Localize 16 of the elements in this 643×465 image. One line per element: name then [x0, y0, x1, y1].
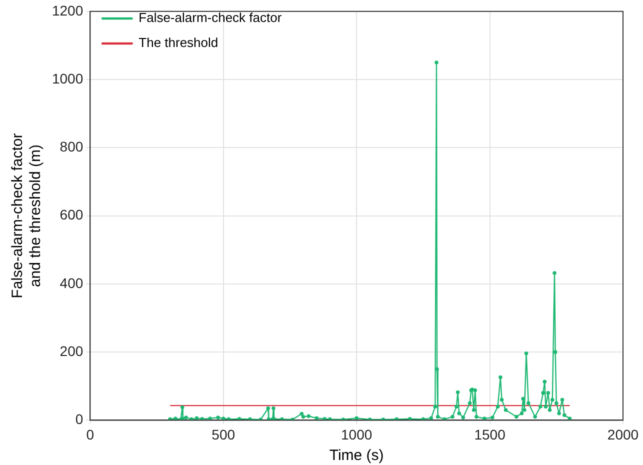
y-tick-label: 1000 — [52, 70, 84, 86]
y-tick-label: 400 — [60, 274, 84, 291]
x-axis-title: Time (s) — [329, 447, 384, 464]
legend-label: The threshold — [138, 35, 218, 50]
x-tick-label: 0 — [86, 426, 94, 442]
x-tick-label: 2000 — [607, 426, 639, 442]
x-tick-label: 1000 — [340, 426, 372, 442]
y-tick-label: 200 — [60, 342, 84, 359]
legend-label: False-alarm-check factor — [138, 10, 282, 26]
y-tick-label: 1200 — [52, 2, 84, 18]
x-tick-label: 1500 — [474, 426, 506, 442]
y-axis-title: False-alarm-check factor and the threshold (m) — [9, 133, 44, 298]
y-tick-label: 0 — [75, 411, 84, 428]
y-tick-label: 600 — [60, 206, 84, 223]
y-tick-label: 800 — [60, 138, 84, 155]
x-tick-label: 500 — [212, 426, 236, 442]
